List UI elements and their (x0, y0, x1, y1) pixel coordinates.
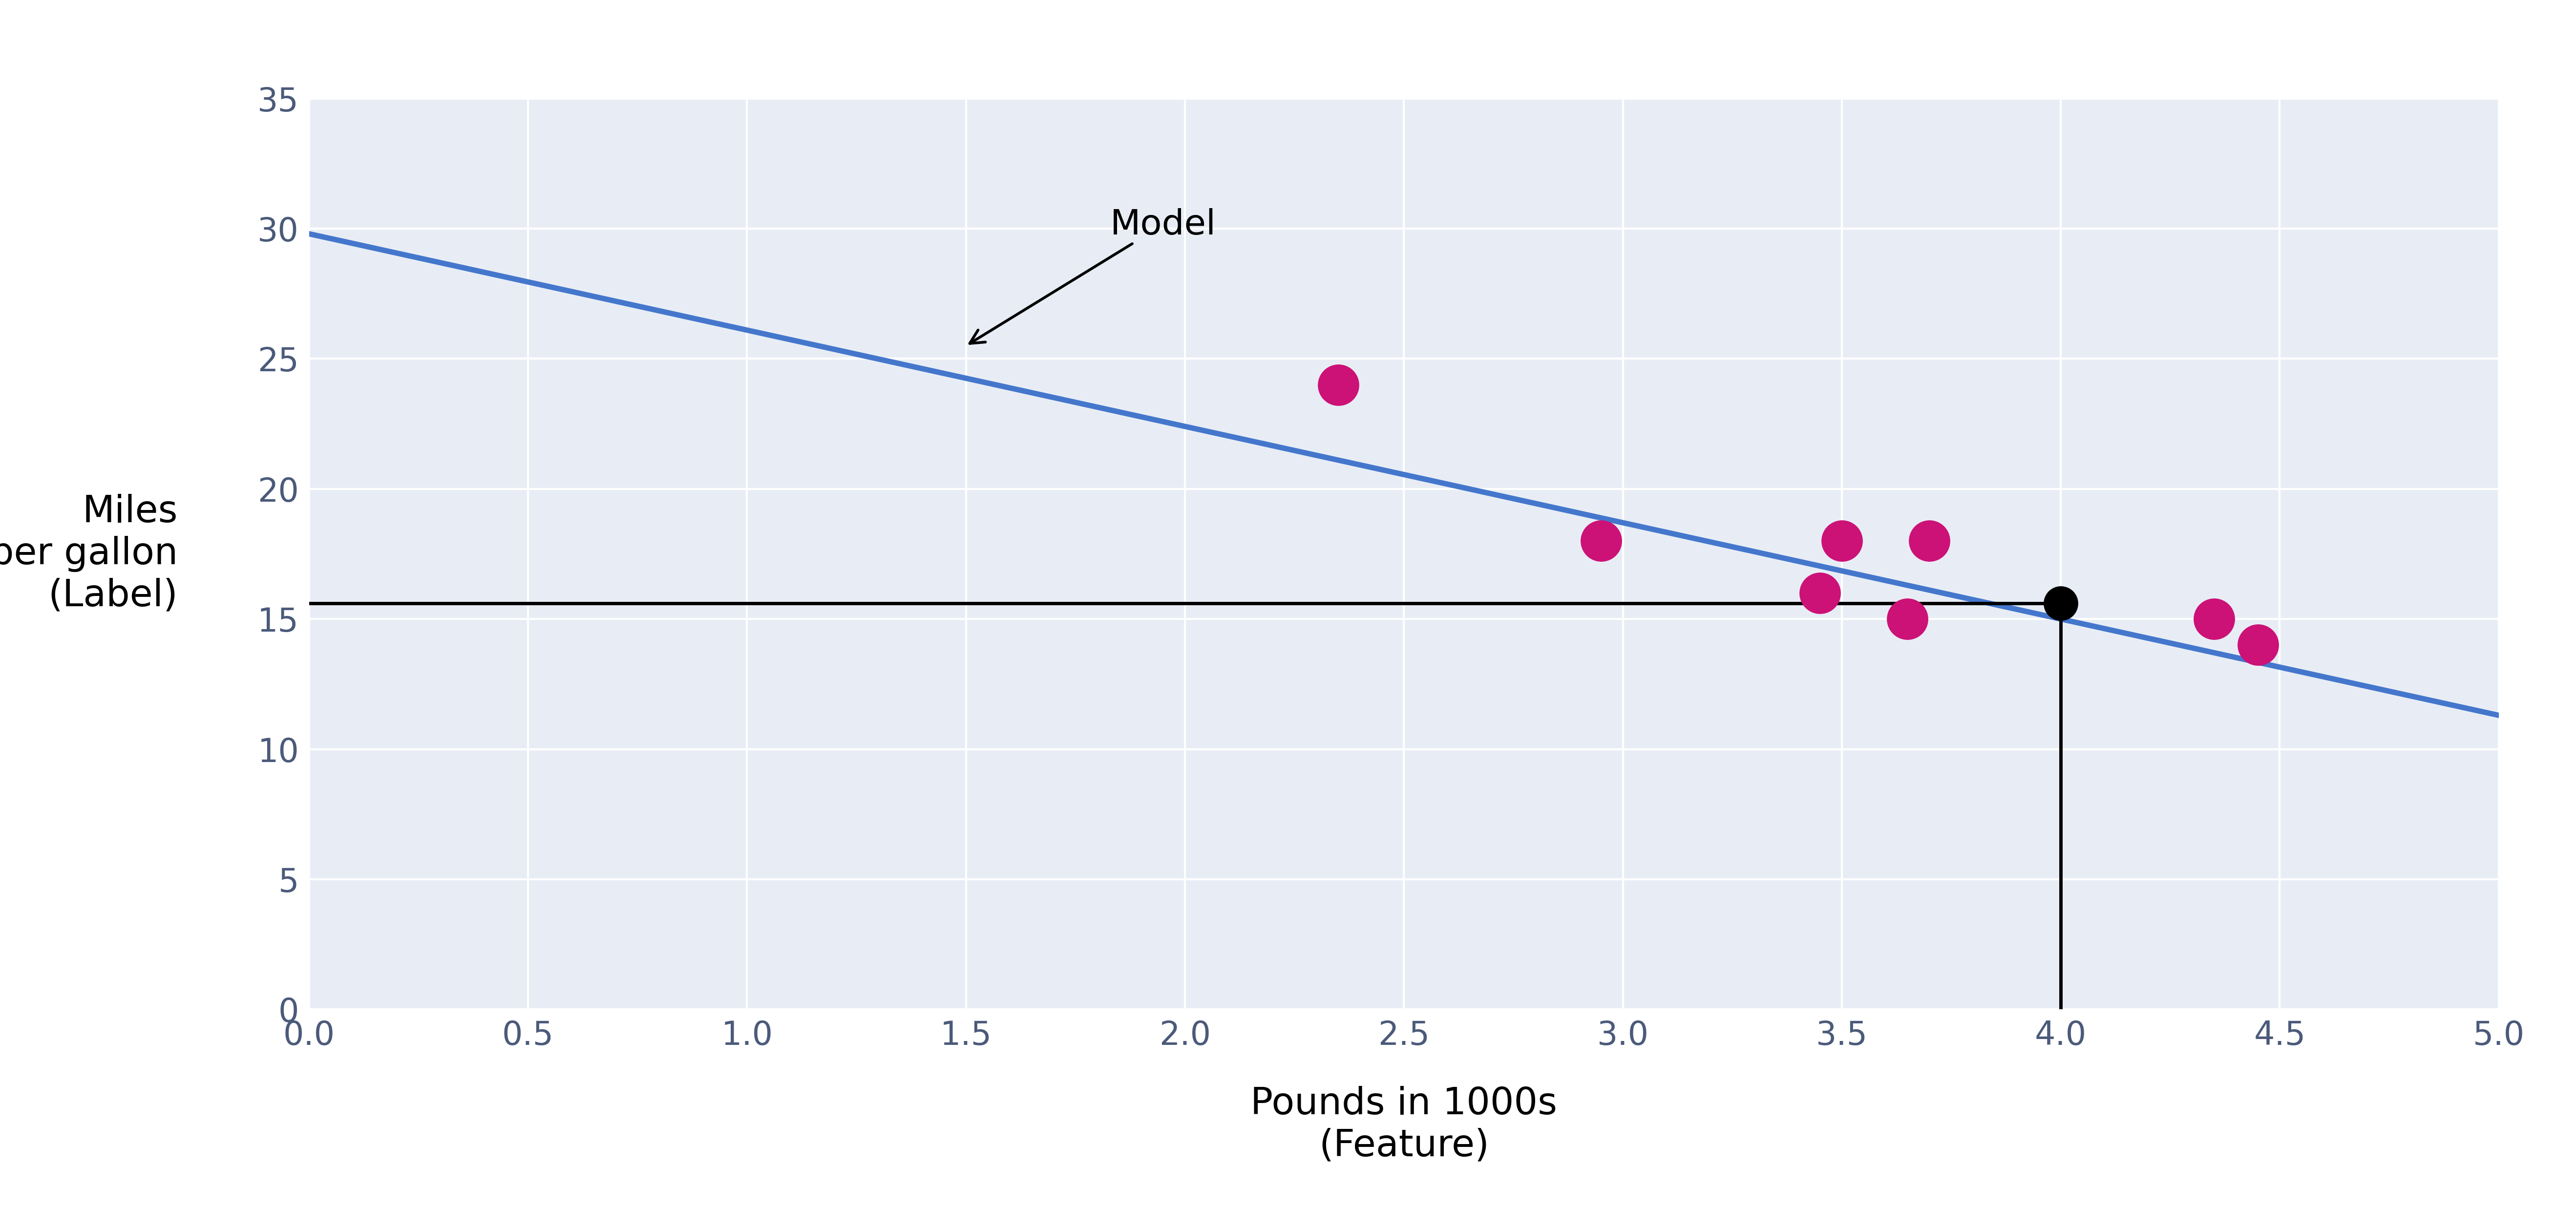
Text: Model: Model (969, 208, 1216, 343)
Point (1582, 531, 1623, 550)
Point (1798, 583, 1839, 603)
Point (1821, 531, 1862, 550)
Point (1316, 375, 1360, 395)
Point (2192, 609, 2233, 629)
Point (1886, 609, 1927, 629)
Point (2040, 593, 2081, 613)
X-axis label: Pounds in 1000s
(Feature): Pounds in 1000s (Feature) (1249, 1086, 1558, 1163)
Point (2236, 635, 2277, 655)
Point (1909, 531, 1950, 550)
Y-axis label: Miles
per gallon
(Label): Miles per gallon (Label) (0, 494, 178, 614)
